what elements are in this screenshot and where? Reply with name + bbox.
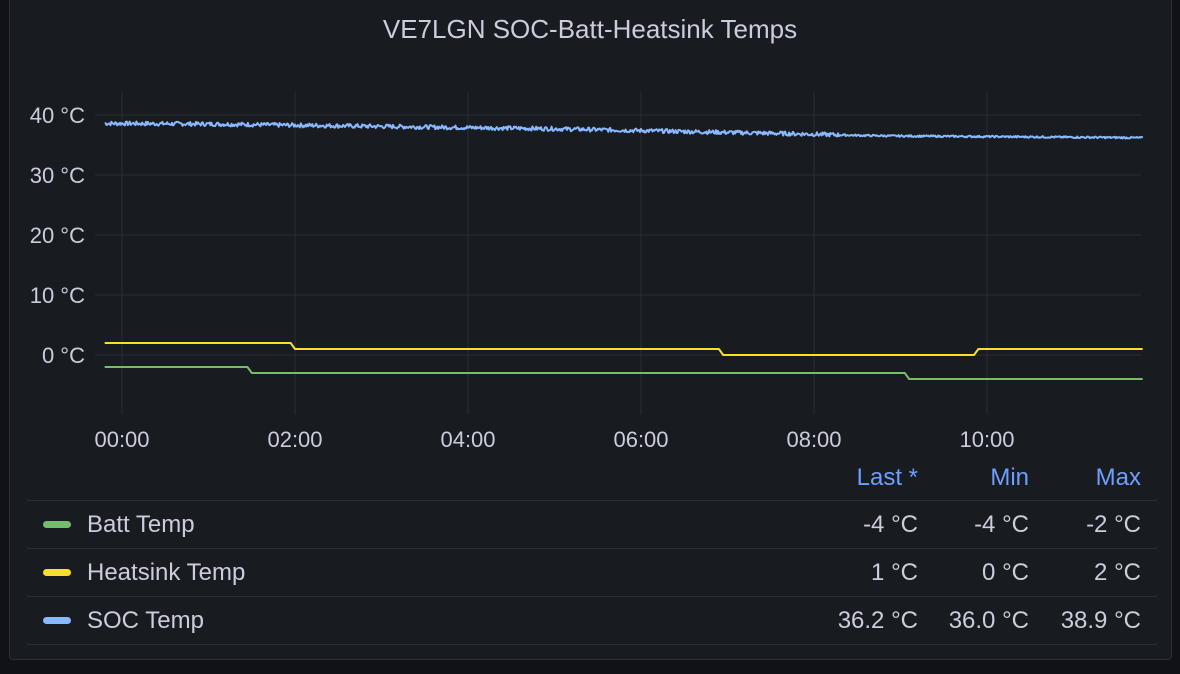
x-tick-label: 04:00 xyxy=(440,427,495,452)
legend-max-value: 38.9 °C xyxy=(1060,607,1141,634)
legend-swatch xyxy=(43,569,71,576)
grid xyxy=(95,92,1141,414)
series-lines xyxy=(104,120,1144,380)
legend-series-name[interactable]: Heatsink Temp xyxy=(87,559,246,586)
legend-row-heatsink-temp[interactable]: Heatsink Temp 1 °C 0 °C 2 °C xyxy=(27,549,1157,597)
legend-header-min[interactable]: Min xyxy=(990,464,1029,491)
legend-last-value: 36.2 °C xyxy=(837,607,918,634)
x-tick-label: 02:00 xyxy=(267,427,322,452)
legend-last-value: -4 °C xyxy=(863,511,918,538)
legend-series-name[interactable]: Batt Temp xyxy=(87,511,195,538)
legend-row-batt-temp[interactable]: Batt Temp -4 °C -4 °C -2 °C xyxy=(27,501,1157,549)
x-axis: 00:00 02:00 04:00 06:00 08:00 10:00 xyxy=(94,427,1014,452)
y-tick-label: 40 °C xyxy=(30,103,85,128)
x-tick-label: 06:00 xyxy=(613,427,668,452)
legend-max-value: -2 °C xyxy=(1086,511,1141,538)
legend-min-value: 0 °C xyxy=(982,559,1029,586)
y-tick-label: 30 °C xyxy=(30,163,85,188)
chart-panel xyxy=(9,0,1172,660)
legend-row-soc-temp[interactable]: SOC Temp 36.2 °C 36.0 °C 38.9 °C xyxy=(27,597,1157,645)
legend-header-last[interactable]: Last * xyxy=(856,464,918,491)
legend-swatch xyxy=(43,521,71,528)
series-line-heatsink-temp[interactable] xyxy=(104,342,1143,356)
y-axis: 40 °C 30 °C 20 °C 10 °C 0 °C xyxy=(30,103,85,368)
legend-table: Last * Min Max Batt Temp -4 °C -4 °C -2 … xyxy=(27,458,1157,645)
legend-last-value: 1 °C xyxy=(871,559,918,586)
series-line-soc-temp[interactable] xyxy=(104,120,1144,140)
x-tick-label: 08:00 xyxy=(786,427,841,452)
y-tick-label: 0 °C xyxy=(42,343,85,368)
x-tick-label: 00:00 xyxy=(94,427,149,452)
legend-min-value: -4 °C xyxy=(974,511,1029,538)
legend-series-name[interactable]: SOC Temp xyxy=(87,607,204,634)
panel-title: VE7LGN SOC-Batt-Heatsink Temps xyxy=(382,14,798,44)
series-line-batt-temp[interactable] xyxy=(104,366,1143,380)
time-series-chart: 40 °C 30 °C 20 °C 10 °C 0 °C 00:00 02:00 04:00… xyxy=(30,92,1144,452)
legend-header-max[interactable]: Max xyxy=(1095,464,1141,491)
legend-min-value: 36.0 °C xyxy=(948,607,1029,634)
legend-header: Last * Min Max xyxy=(27,458,1157,501)
legend-max-value: 2 °C xyxy=(1094,559,1141,586)
legend-swatch xyxy=(43,617,71,624)
y-tick-label: 20 °C xyxy=(30,223,85,248)
x-tick-label: 10:00 xyxy=(959,427,1014,452)
y-tick-label: 10 °C xyxy=(30,283,85,308)
